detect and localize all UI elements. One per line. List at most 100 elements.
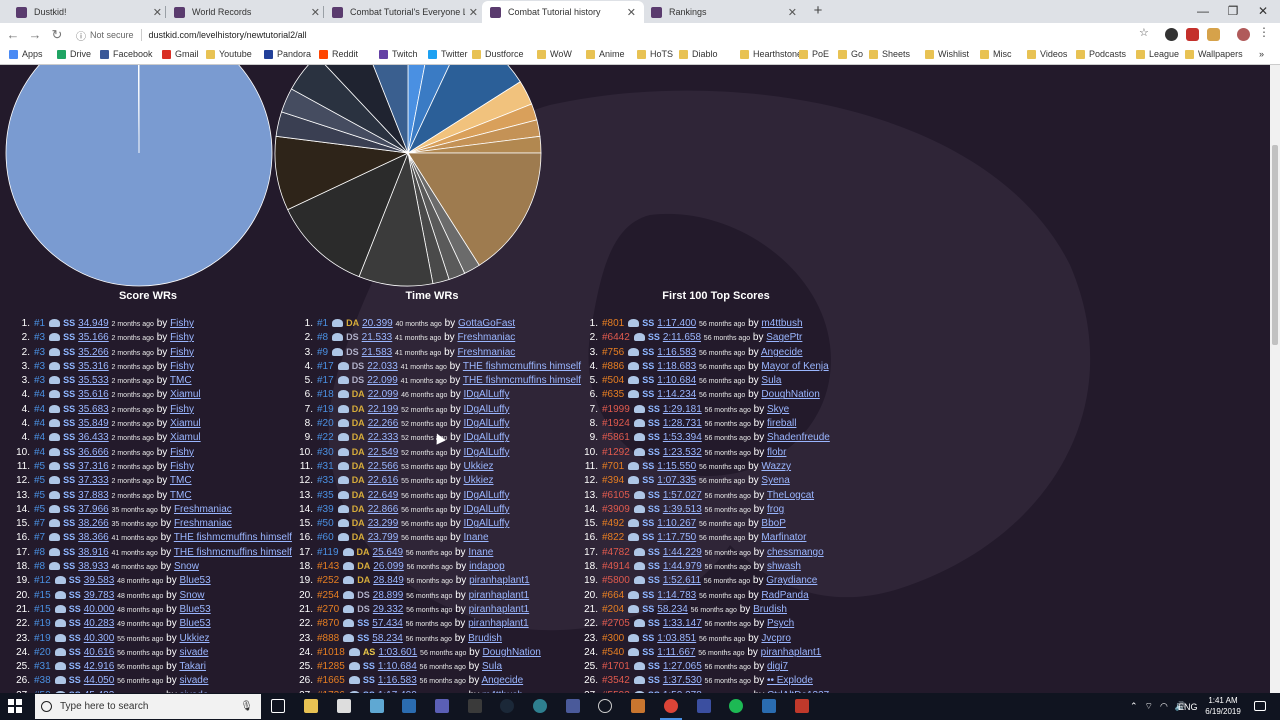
bookmark-sheets[interactable]: Sheets [869,49,910,59]
score-link[interactable]: 1:17.400 [657,318,697,329]
rank-link[interactable]: #31 [317,460,334,472]
score-link[interactable]: 1:57.027 [662,489,702,501]
score-link[interactable]: 39.583 [83,575,115,587]
score-link[interactable]: 1:44.229 [662,546,702,558]
score-link[interactable]: 1:03.851 [657,632,697,644]
score-link[interactable]: 1:37.530 [662,675,702,687]
rank-link[interactable]: #5861 [602,432,630,444]
close-icon[interactable]: ✕ [626,6,636,19]
player-link[interactable]: fireball [766,418,797,430]
player-link[interactable]: Snow [179,589,205,601]
rank-link[interactable]: #50 [34,690,51,693]
player-link[interactable]: Fishy [170,346,194,358]
player-link[interactable]: TMC [169,475,192,487]
player-link[interactable]: frog [766,503,785,515]
rank-link[interactable]: #254 [317,589,340,601]
player-link[interactable]: Angecide [481,675,524,687]
bookmark-twitch[interactable]: Twitch [379,49,418,59]
score-link[interactable]: 38.933 [78,561,109,573]
app-icon[interactable] [598,699,612,713]
rank-link[interactable]: #12 [34,575,51,587]
score-link[interactable]: 22.099 [367,389,399,401]
app-icon[interactable] [795,699,809,713]
app-icon[interactable] [631,699,645,713]
player-link[interactable]: Freshmaniac [457,346,516,358]
score-link[interactable]: 1:10.267 [657,518,697,530]
rank-link[interactable]: #15 [34,589,51,601]
rank-link[interactable]: #4914 [602,561,630,573]
profile-avatar[interactable] [1237,28,1250,41]
tab-rankings[interactable]: Rankings ✕ [643,1,805,23]
player-link[interactable]: piranhaplant1 [468,589,530,601]
score-link[interactable]: 22.566 [367,460,399,472]
close-icon[interactable]: ✕ [152,6,162,19]
score-link[interactable]: 1:28.731 [662,418,702,430]
player-link[interactable]: sivade [179,675,209,687]
rank-link[interactable]: #9 [317,346,329,358]
bookmark-twitter[interactable]: Twitter [428,49,468,59]
rank-link[interactable]: #2705 [602,618,630,630]
rank-link[interactable]: #6442 [602,332,630,344]
scrollbar-thumb[interactable] [1272,145,1278,345]
player-link[interactable]: Inane [468,546,494,558]
score-link[interactable]: 22.649 [367,489,399,501]
player-link[interactable]: DoughNation [761,389,820,401]
rank-link[interactable]: #35 [317,489,334,501]
player-link[interactable]: flobr [766,446,787,458]
player-link[interactable]: THE fishmcmuffins himself [173,546,292,558]
url-text[interactable]: dustkid.com/levelhistory/newtutorial2/al… [148,30,307,40]
rank-link[interactable]: #701 [602,460,625,472]
rank-link[interactable]: #7 [34,518,46,530]
rank-link[interactable]: #1701 [602,661,630,673]
rank-link[interactable]: #30 [317,446,334,458]
score-link[interactable]: 34.949 [78,318,109,329]
rank-link[interactable]: #18 [317,389,334,401]
player-link[interactable]: IDgAlLuffy [463,518,510,530]
score-link[interactable]: 1:27.065 [662,661,702,673]
extension-icon[interactable] [1165,28,1178,41]
action-center-icon[interactable] [1254,701,1266,711]
steam-icon[interactable] [500,699,514,713]
file-explorer-icon[interactable] [304,699,318,713]
player-link[interactable]: Inane [463,532,489,544]
score-link[interactable]: 42.916 [83,661,115,673]
bookmark-youtube[interactable]: Youtube [206,49,252,59]
close-window-button[interactable]: ✕ [1257,4,1269,18]
page-scrollbar[interactable] [1270,65,1280,693]
score-link[interactable]: 23.799 [367,532,399,544]
rank-link[interactable]: #7 [34,532,46,544]
rank-link[interactable]: #394 [602,475,625,487]
rank-link[interactable]: #38 [34,675,51,687]
bookmark-anime[interactable]: Anime [586,49,625,59]
rank-link[interactable]: #5800 [602,575,630,587]
bookmark-reddit[interactable]: Reddit [319,49,358,59]
rank-link[interactable]: #3909 [602,503,630,515]
bookmarks-overflow-button[interactable]: » [1259,49,1265,59]
rank-link[interactable]: #4 [34,418,46,430]
rank-link[interactable]: #119 [317,546,339,558]
score-link[interactable]: 22.333 [367,432,399,444]
rank-link[interactable]: #1999 [602,403,630,415]
score-link[interactable]: 29.332 [372,603,404,615]
close-icon[interactable]: ✕ [310,6,320,19]
player-link[interactable]: TMC [169,375,192,387]
rank-link[interactable]: #252 [317,575,340,587]
player-link[interactable]: IDgAlLuffy [463,418,510,430]
score-link[interactable]: 40.300 [83,632,115,644]
rank-link[interactable]: #4 [34,389,46,401]
player-link[interactable]: Snow [173,561,199,573]
player-link[interactable]: Blue53 [179,603,211,615]
rank-link[interactable]: #635 [602,389,625,401]
score-link[interactable]: 1:14.783 [657,589,697,601]
rank-link[interactable]: #5 [34,460,46,472]
player-link[interactable]: DoughNation [482,646,541,658]
rank-link[interactable]: #4 [34,432,46,444]
player-link[interactable]: piranhaplant1 [760,646,822,658]
player-link[interactable]: sivade [179,646,209,658]
score-link[interactable]: 39.783 [83,589,115,601]
app-icon[interactable] [435,699,449,713]
score-link[interactable]: 58.234 [657,603,688,615]
rank-link[interactable]: #20 [34,646,51,658]
score-link[interactable]: 35.533 [78,375,109,387]
score-link[interactable]: 1:17.750 [657,532,697,544]
